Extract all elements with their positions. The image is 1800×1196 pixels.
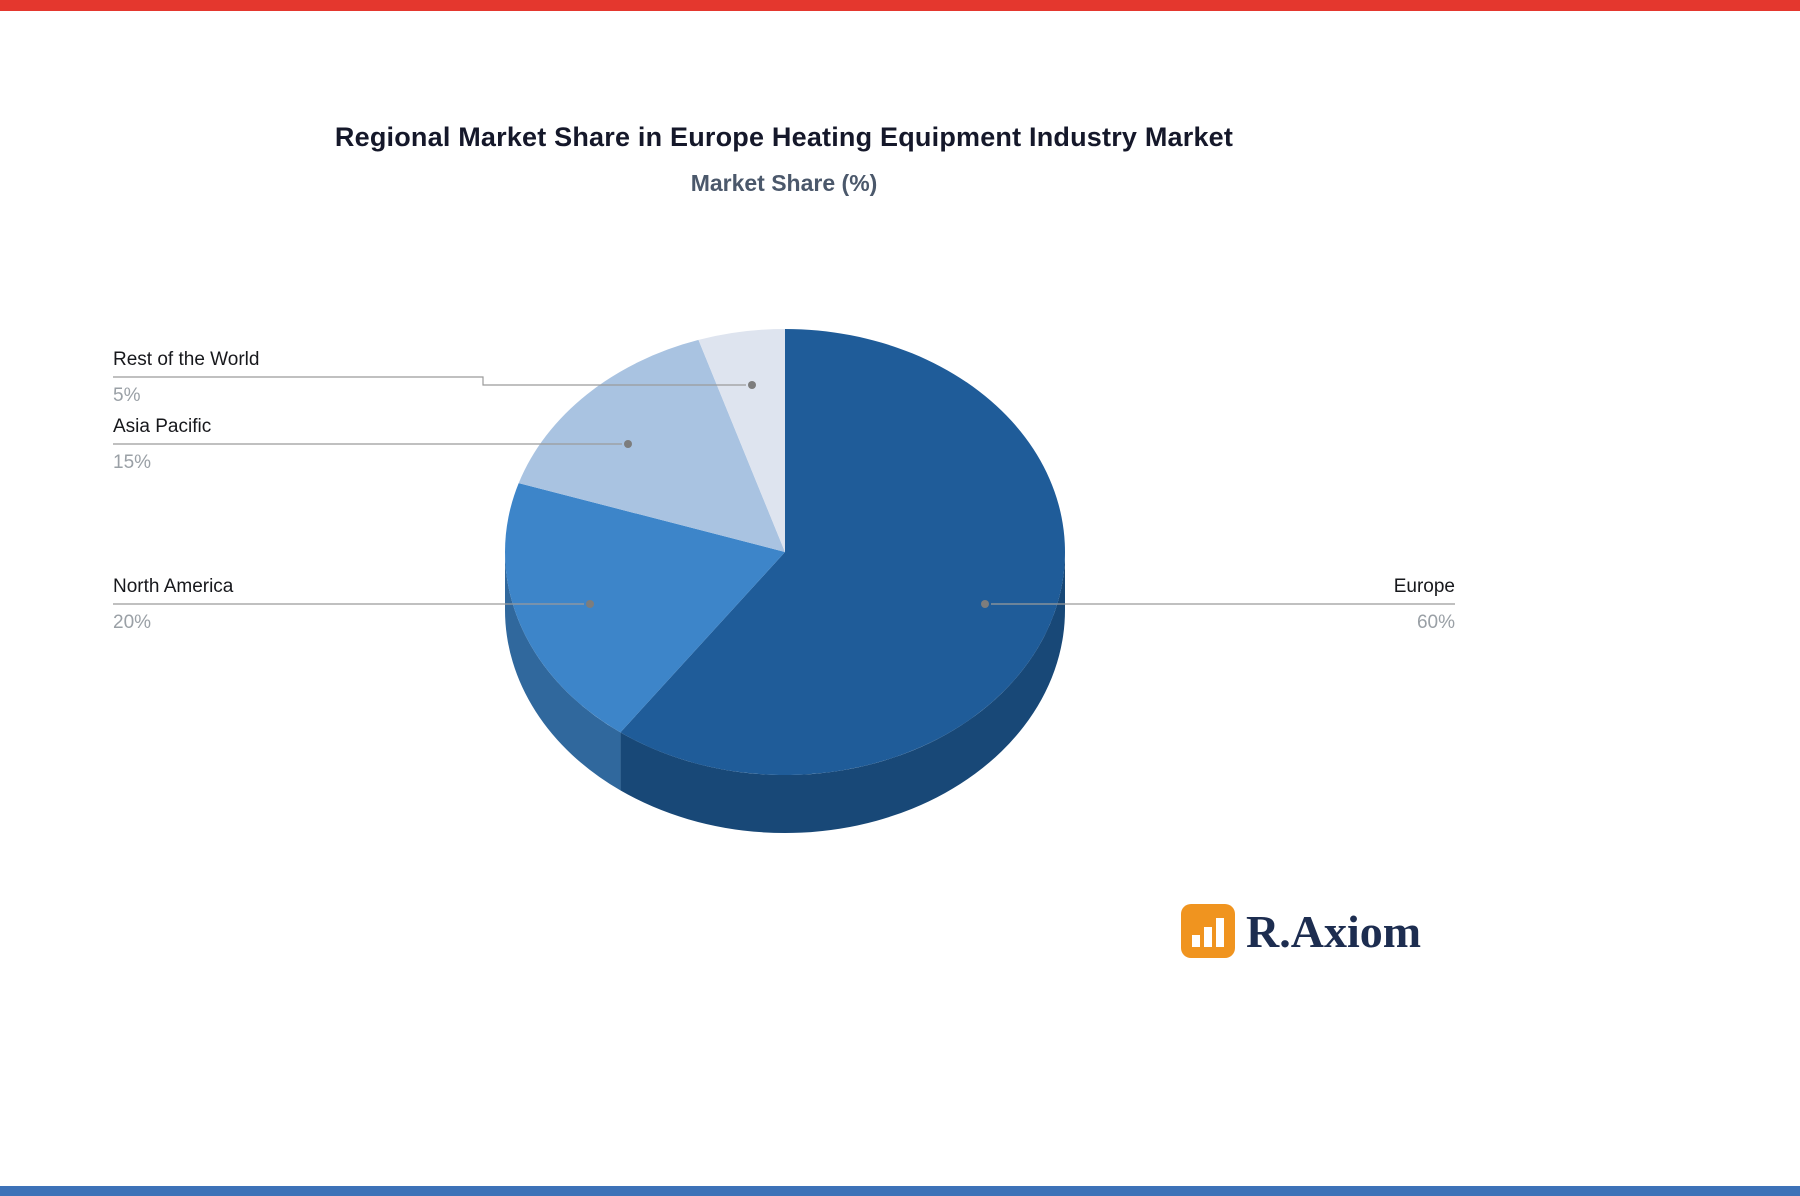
leader-dot: [586, 600, 594, 608]
slice-percent: 5%: [113, 385, 141, 406]
slice-name: Europe: [1393, 576, 1455, 597]
slice-percent: 15%: [113, 452, 152, 473]
pie-slice: [620, 329, 1065, 775]
slice-name: Asia Pacific: [113, 416, 212, 437]
pie-slice-side: [620, 552, 1065, 833]
slice-label-rest-of-world: Rest of the World 5%: [113, 350, 259, 405]
pie-slice: [505, 483, 785, 733]
slice-label-europe: Europe 60%: [1394, 577, 1455, 632]
brand-logo-text: R.Axiom: [1246, 905, 1422, 957]
chart-subtitle: Market Share (%): [690, 170, 878, 196]
slice-label-asia-pacific: Asia Pacific 15%: [113, 417, 211, 472]
slice-percent: 60%: [1416, 612, 1455, 633]
pie-slice: [518, 339, 785, 552]
pie-slice-side: [505, 552, 621, 791]
top-accent-band: [0, 0, 1800, 11]
slice-name: North America: [113, 576, 234, 597]
slice-percent: 20%: [113, 612, 152, 633]
chart-title: Regional Market Share in Europe Heating …: [334, 122, 1234, 152]
leader-dot: [624, 440, 632, 448]
leader-dot: [981, 600, 989, 608]
brand-logo: R.Axiom: [1180, 903, 1421, 959]
leader-line-rest-of-world: [113, 376, 746, 386]
bar-chart-icon: [1181, 904, 1235, 958]
leader-dot: [748, 381, 756, 389]
bottom-accent-band: [0, 1186, 1800, 1196]
slice-label-north-america: North America 20%: [113, 577, 233, 632]
slice-name: Rest of the World: [113, 349, 260, 370]
